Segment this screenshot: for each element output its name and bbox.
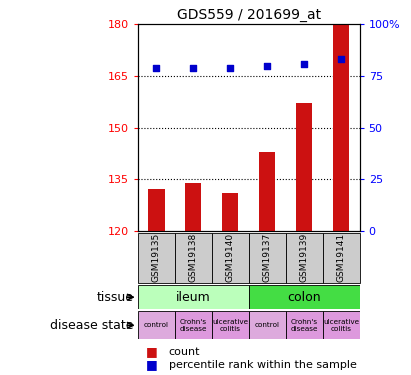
Text: ulcerative
colitis: ulcerative colitis	[212, 319, 248, 332]
Text: GSM19139: GSM19139	[300, 233, 309, 282]
Text: GSM19141: GSM19141	[337, 233, 346, 282]
Bar	[333, 24, 349, 231]
Text: ■: ■	[146, 358, 158, 371]
Text: GSM19140: GSM19140	[226, 233, 235, 282]
Bar	[259, 152, 275, 231]
Point	[338, 56, 344, 62]
Bar	[212, 311, 249, 339]
Text: disease state: disease state	[50, 319, 134, 332]
Point	[264, 63, 270, 69]
Bar	[138, 232, 175, 283]
Bar	[212, 232, 249, 283]
Text: colon: colon	[287, 291, 321, 304]
Point	[153, 64, 159, 70]
Bar	[138, 311, 175, 339]
Bar	[249, 285, 360, 309]
Text: control: control	[144, 322, 169, 328]
Bar	[323, 232, 360, 283]
Bar	[175, 232, 212, 283]
Text: ■: ■	[146, 345, 158, 358]
Text: tissue: tissue	[97, 291, 134, 304]
Bar	[175, 311, 212, 339]
Bar	[138, 285, 249, 309]
Text: GSM19137: GSM19137	[263, 233, 272, 282]
Text: control: control	[255, 322, 279, 328]
Text: GSM19135: GSM19135	[152, 233, 161, 282]
Point	[301, 60, 307, 67]
Bar	[222, 193, 238, 231]
Text: Crohn's
disease: Crohn's disease	[180, 319, 207, 332]
Text: ulcerative
colitis: ulcerative colitis	[323, 319, 359, 332]
Text: GSM19138: GSM19138	[189, 233, 198, 282]
Bar	[323, 311, 360, 339]
Bar	[286, 311, 323, 339]
Text: count: count	[169, 347, 200, 357]
Bar	[286, 232, 323, 283]
Bar	[148, 189, 164, 231]
Bar	[249, 232, 286, 283]
Text: Crohn's
disease: Crohn's disease	[291, 319, 318, 332]
Bar	[249, 311, 286, 339]
Point	[227, 64, 233, 70]
Text: percentile rank within the sample: percentile rank within the sample	[169, 360, 356, 369]
Title: GDS559 / 201699_at: GDS559 / 201699_at	[177, 8, 321, 22]
Text: ileum: ileum	[176, 291, 210, 304]
Point	[190, 64, 196, 70]
Bar	[185, 183, 201, 231]
Bar	[296, 104, 312, 231]
